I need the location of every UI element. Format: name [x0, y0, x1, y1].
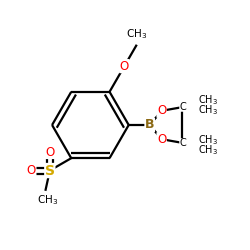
Text: O: O [157, 133, 166, 146]
Text: CH$_3$: CH$_3$ [126, 27, 147, 41]
Text: O: O [120, 60, 129, 72]
Text: CH$_3$: CH$_3$ [198, 133, 218, 147]
Text: CH$_3$: CH$_3$ [198, 93, 218, 107]
Text: C: C [180, 138, 186, 148]
Text: B: B [145, 118, 154, 132]
Text: C: C [180, 102, 186, 112]
Text: S: S [45, 164, 55, 177]
Text: O: O [45, 146, 54, 158]
Text: O: O [157, 104, 166, 117]
Text: CH$_3$: CH$_3$ [37, 193, 58, 207]
Text: CH$_3$: CH$_3$ [198, 143, 218, 157]
Text: O: O [27, 164, 36, 177]
Text: CH$_3$: CH$_3$ [198, 103, 218, 117]
